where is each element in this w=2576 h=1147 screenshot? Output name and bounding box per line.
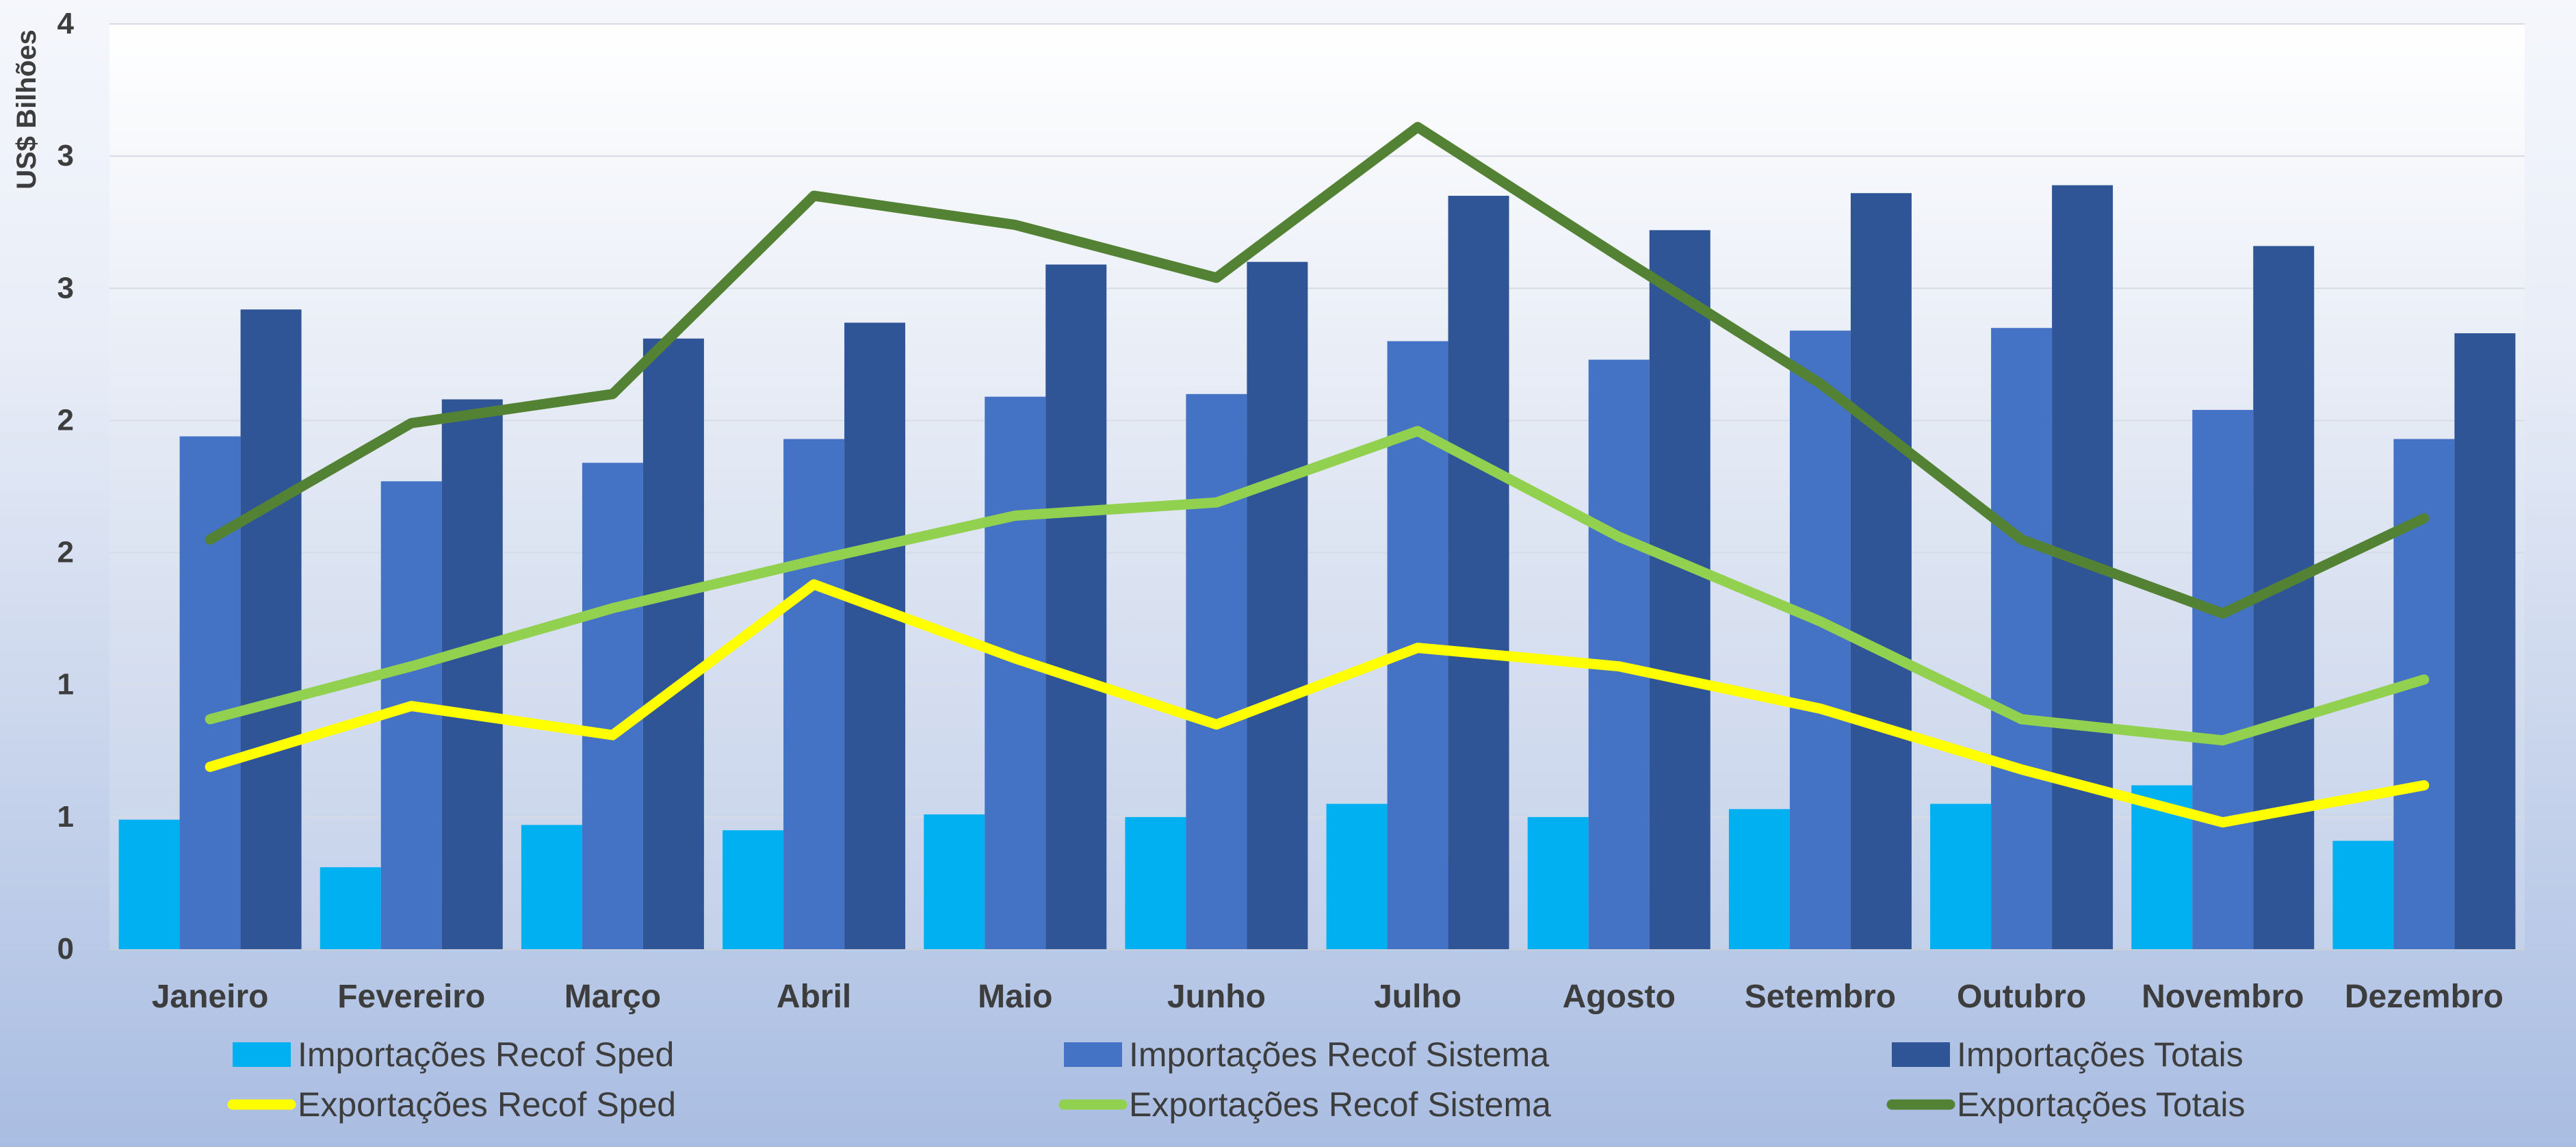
- x-axis: Janeiro Fevereiro Março Abril Maio Junho Julho…: [152, 979, 2503, 1015]
- x-tick-label: Janeiro: [152, 979, 269, 1015]
- y-tick-label: 1: [57, 800, 74, 834]
- bar: [179, 436, 241, 949]
- bar: [723, 830, 784, 949]
- legend-swatch: [1064, 1042, 1122, 1067]
- bar: [1247, 261, 1308, 950]
- series-line: [205, 579, 2430, 828]
- legend-swatch: [233, 1042, 291, 1067]
- y-tick-label: 2: [57, 536, 74, 569]
- bar: [118, 819, 180, 949]
- bar: [844, 322, 906, 949]
- y-tick-label: 3: [57, 271, 74, 305]
- x-tick-label: Abril: [777, 979, 851, 1015]
- bar: [1991, 328, 2053, 949]
- y-axis-label: US$ Bilhões: [12, 29, 42, 189]
- x-tick-label: Julho: [1374, 979, 1461, 1015]
- x-tick-label: Setembro: [1745, 979, 1896, 1015]
- bar: [2454, 333, 2516, 949]
- bar: [320, 867, 381, 949]
- legend-swatch: [1892, 1042, 1950, 1067]
- legend-label: Importações Recof Sistema: [1129, 1035, 1549, 1074]
- bar: [1326, 803, 1388, 949]
- x-tick-label: Outubro: [1957, 979, 2086, 1015]
- bar: [1448, 196, 1509, 950]
- bar: [441, 399, 503, 949]
- y-axis: 0 1 1 2 2 3 3 4: [57, 7, 75, 966]
- bar: [783, 439, 845, 949]
- bar: [1527, 816, 1589, 949]
- bar: [521, 825, 582, 949]
- legend-label: Importações Recof Sped: [298, 1035, 674, 1074]
- y-tick-label: 2: [57, 403, 74, 437]
- bar: [2192, 409, 2254, 949]
- legend: Importações Recof Sped Importações Recof …: [227, 1035, 2246, 1124]
- bar: [985, 396, 1046, 949]
- y-tick-label: 1: [57, 668, 74, 701]
- bar: [1186, 394, 1247, 949]
- x-tick-label: Junho: [1167, 979, 1266, 1015]
- x-tick-label: Março: [564, 979, 661, 1015]
- bar: [1850, 193, 1912, 949]
- lines: [205, 122, 2430, 828]
- series-line: [205, 426, 2430, 746]
- bar: [1649, 230, 1710, 949]
- bar: [582, 463, 643, 949]
- bar: [642, 338, 704, 949]
- legend-label: Exportações Recof Sistema: [1129, 1085, 1551, 1124]
- bar: [1728, 809, 1790, 949]
- y-tick-label: 0: [57, 932, 74, 966]
- bar: [1588, 359, 1650, 949]
- bar: [1045, 264, 1107, 949]
- legend-label: Exportações Totais: [1957, 1085, 2246, 1124]
- y-tick-label: 3: [57, 139, 74, 172]
- bars: [118, 185, 2516, 950]
- bar: [1789, 331, 1851, 949]
- bar: [2332, 840, 2394, 949]
- legend-label: Exportações Recof Sped: [298, 1085, 676, 1124]
- x-tick-label: Novembro: [2142, 979, 2304, 1015]
- y-tick-label: 4: [57, 7, 75, 40]
- x-tick-label: Maio: [978, 979, 1052, 1015]
- legend-label: Importações Totais: [1957, 1035, 2243, 1074]
- bar: [924, 814, 985, 949]
- bar: [1125, 816, 1186, 949]
- x-tick-label: Dezembro: [2345, 979, 2503, 1015]
- bar: [1930, 803, 1992, 949]
- series-line: [205, 122, 2430, 619]
- x-tick-label: Agosto: [1563, 979, 1676, 1015]
- x-tick-label: Fevereiro: [337, 979, 485, 1015]
- bar: [240, 309, 302, 949]
